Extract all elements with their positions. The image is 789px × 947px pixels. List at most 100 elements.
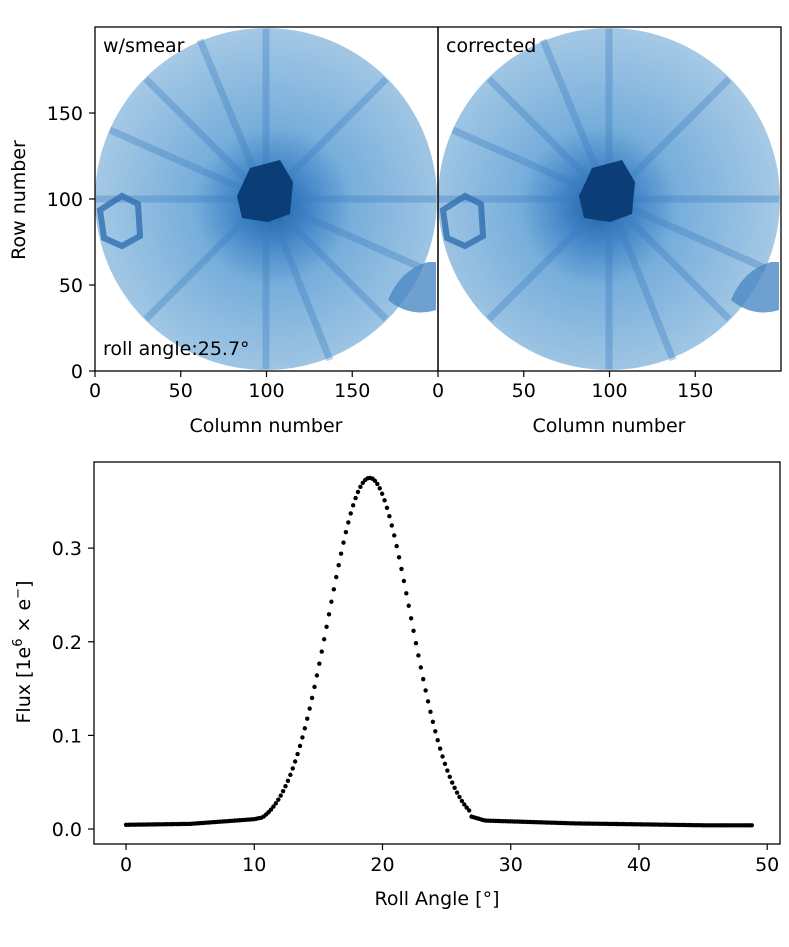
- data-point: [326, 612, 332, 617]
- data-point: [290, 766, 295, 771]
- data-point: [392, 533, 397, 538]
- data-point: [372, 478, 378, 483]
- data-point: [430, 719, 436, 725]
- data-point: [418, 665, 424, 670]
- x-tick-label: 40: [627, 854, 651, 876]
- data-point: [437, 746, 443, 751]
- data-point: [382, 498, 387, 503]
- data-point: [331, 587, 337, 592]
- data-point: [450, 780, 455, 785]
- data-point: [459, 798, 465, 804]
- data-point: [346, 520, 351, 525]
- top-ylabel: Row number: [8, 140, 30, 260]
- top-right-xlabel: Column number: [533, 415, 686, 437]
- y-tick-label: 0.2: [52, 632, 82, 654]
- x-tick-label: 100: [248, 380, 284, 402]
- y-tick-label: 0.1: [52, 725, 82, 747]
- top-axes-ticks: 0 50 100 150 0 50 100 150 0 50 100 150: [47, 103, 714, 402]
- data-point: [445, 768, 450, 773]
- data-point: [336, 562, 341, 568]
- data-point: [350, 503, 356, 508]
- data-point: [288, 772, 293, 778]
- data-point: [312, 684, 317, 690]
- data-point: [416, 653, 421, 658]
- data-point: [394, 543, 399, 549]
- data-point: [338, 551, 344, 556]
- data-point: [355, 489, 361, 495]
- x-tick-label: 20: [370, 854, 394, 876]
- x-tick-label: 0: [120, 854, 132, 876]
- data-point: [280, 788, 286, 794]
- data-point: [466, 808, 472, 813]
- data-point: [314, 673, 320, 678]
- data-point: [454, 790, 460, 795]
- data-point: [271, 804, 276, 809]
- scatter-xlabel: Roll Angle [°]: [374, 888, 499, 910]
- data-point: [348, 511, 353, 516]
- data-point: [399, 566, 404, 572]
- scatter-frame: [93, 461, 781, 845]
- panel-corrected-title: corrected: [446, 35, 536, 57]
- data-point: [423, 688, 428, 693]
- roll-angle-annotation: roll angle:25.7°: [103, 338, 250, 360]
- data-point: [396, 555, 402, 560]
- x-tick-label: 150: [334, 380, 370, 402]
- data-point: [457, 794, 462, 800]
- data-point: [440, 754, 445, 759]
- x-tick-label: 150: [677, 380, 713, 402]
- scatter-points: [123, 475, 754, 828]
- x-tick-label: 50: [512, 380, 536, 402]
- top-left-xlabel: Column number: [190, 415, 343, 437]
- data-point: [317, 661, 322, 666]
- data-point: [411, 628, 416, 633]
- scatter-axes-ticks: 0 10 20 30 40 50 0.0 0.1 0.2 0.3: [52, 538, 779, 876]
- x-tick-label: 10: [242, 854, 266, 876]
- x-tick-label: 0: [432, 380, 444, 402]
- data-point: [321, 637, 327, 642]
- data-point: [406, 603, 411, 608]
- data-point: [433, 729, 438, 734]
- data-point: [297, 743, 303, 749]
- panel-smear-title: w/smear: [103, 35, 185, 57]
- ghost-right: [388, 262, 436, 313]
- data-point: [428, 709, 433, 715]
- data-point: [435, 738, 440, 743]
- ghost-left: [439, 192, 487, 250]
- data-point: [300, 735, 305, 740]
- data-point: [302, 726, 308, 731]
- x-tick-label: 30: [499, 854, 523, 876]
- data-point: [375, 481, 380, 487]
- data-point: [329, 599, 334, 604]
- data-point: [452, 785, 457, 791]
- ylabel-part-a: Flux [1e: [13, 647, 35, 724]
- x-tick-label: 50: [755, 854, 779, 876]
- data-point: [408, 616, 414, 621]
- y-tick-label: 150: [47, 103, 83, 125]
- data-point: [307, 706, 312, 711]
- data-point: [283, 784, 288, 789]
- scatter-ylabel: Flux [1e6 × e−]: [11, 580, 35, 723]
- data-point: [292, 759, 298, 764]
- data-point: [319, 649, 324, 654]
- data-point: [295, 751, 300, 757]
- x-tick-label: 0: [89, 380, 101, 402]
- data-point: [384, 505, 390, 510]
- data-point: [309, 695, 315, 701]
- data-point: [343, 529, 349, 535]
- ylabel-part-b: × e: [13, 599, 35, 639]
- data-point: [353, 495, 358, 501]
- data-point: [285, 778, 291, 783]
- data-point: [389, 523, 395, 528]
- saturated-core: [579, 160, 635, 222]
- data-point: [447, 774, 452, 780]
- y-tick-label: 0.3: [52, 538, 82, 560]
- data-point: [273, 801, 279, 806]
- data-point: [379, 491, 385, 496]
- ylabel-sup2: −: [11, 588, 26, 599]
- y-tick-label: 100: [47, 189, 83, 211]
- data-point: [413, 641, 419, 646]
- data-point: [404, 591, 409, 596]
- panel-smear: [95, 28, 437, 370]
- data-point: [387, 513, 392, 519]
